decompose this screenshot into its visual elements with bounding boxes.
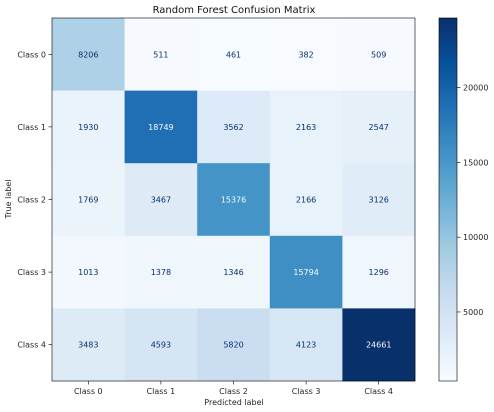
cell-value-label: 3467 — [151, 196, 171, 205]
cell-value-label: 2547 — [369, 123, 389, 132]
heatmap-cell — [52, 90, 125, 164]
heatmap-cell — [124, 308, 198, 382]
colorbar-tick-label: 15000 — [463, 158, 488, 167]
heatmap-cell — [269, 235, 343, 309]
x-tick-label: Class 4 — [364, 387, 393, 396]
cell-value-label: 1930 — [78, 123, 98, 132]
cell-value-label: 18749 — [148, 123, 173, 132]
x-tick-label: Class 2 — [219, 387, 248, 396]
heatmap-cell — [52, 163, 125, 237]
heatmap-cell — [52, 235, 125, 309]
heatmap-cell — [124, 18, 198, 91]
heatmap-cell — [124, 163, 198, 237]
cell-value-label: 2163 — [296, 123, 316, 132]
heatmap-cell — [269, 163, 343, 237]
colorbar-tick-label: 20000 — [463, 84, 488, 93]
cell-value-label: 1296 — [369, 268, 389, 277]
heatmap-cell — [124, 235, 198, 309]
cell-value-label: 4593 — [151, 341, 171, 350]
cell-value-label: 24661 — [366, 341, 391, 350]
colorbar-ticks: 5000 10000 15000 20000 — [457, 84, 488, 317]
cell-value-label: 511 — [153, 50, 168, 59]
heatmap-cell — [52, 308, 125, 382]
cell-value-label: 3126 — [369, 196, 389, 205]
cell-value-label: 509 — [371, 50, 386, 59]
colorbar-tick-label: 10000 — [463, 233, 488, 242]
heatmap-cell — [342, 308, 416, 382]
heatmap-cell — [197, 163, 271, 237]
cell-value-label: 1013 — [78, 268, 98, 277]
heatmap-cell — [124, 90, 198, 164]
heatmap-cell — [342, 90, 416, 164]
heatmap-cell — [342, 163, 416, 237]
y-axis-ticks: Class 0 Class 1 Class 2 Class 3 Class 4 — [17, 50, 52, 350]
heatmap-cell — [197, 235, 271, 309]
x-tick-label: Class 0 — [74, 387, 103, 396]
heatmap-cell — [269, 18, 343, 91]
heatmap-cells: 8206 511 461 382 509 1930 18749 3562 2163 2547 176… — [52, 18, 416, 382]
x-tick-label: Class 1 — [147, 387, 176, 396]
heatmap-cell — [197, 90, 271, 164]
heatmap-cell — [269, 90, 343, 164]
cell-value-label: 461 — [226, 50, 241, 59]
heatmap-cell — [342, 18, 416, 91]
chart-title: Random Forest Confusion Matrix — [153, 5, 316, 16]
heatmap-cell — [197, 18, 271, 91]
cell-value-label: 5820 — [223, 341, 243, 350]
y-axis-title: True label — [4, 180, 13, 220]
cell-value-label: 8206 — [78, 50, 98, 59]
cell-value-label: 1378 — [151, 268, 171, 277]
cell-value-label: 3562 — [223, 123, 243, 132]
colorbar-tick-label: 5000 — [463, 308, 483, 317]
x-axis-ticks: Class 0 Class 1 Class 2 Class 3 Class 4 — [74, 381, 393, 396]
heatmap-cell — [197, 308, 271, 382]
x-tick-label: Class 3 — [292, 387, 321, 396]
cell-value-label: 3483 — [78, 341, 98, 350]
y-tick-label: Class 1 — [17, 123, 46, 132]
cell-value-label: 2166 — [296, 196, 316, 205]
cell-value-label: 4123 — [296, 341, 316, 350]
y-tick-label: Class 3 — [17, 268, 46, 277]
y-tick-label: Class 4 — [17, 341, 46, 350]
cell-value-label: 1346 — [223, 268, 243, 277]
cell-value-label: 15376 — [221, 196, 246, 205]
x-axis-title: Predicted label — [204, 398, 263, 407]
heatmap-cell — [342, 235, 416, 309]
y-tick-label: Class 0 — [17, 50, 46, 59]
cell-value-label: 15794 — [293, 268, 318, 277]
heatmap-cell — [52, 18, 125, 91]
cell-value-label: 382 — [298, 50, 313, 59]
heatmap-cell — [269, 308, 343, 382]
y-tick-label: Class 2 — [17, 196, 46, 205]
colorbar — [438, 17, 458, 382]
cell-value-label: 1769 — [78, 196, 98, 205]
